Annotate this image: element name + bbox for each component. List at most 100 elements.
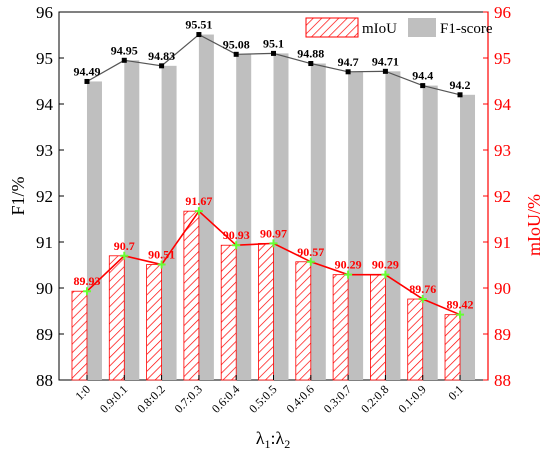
miou-bar (258, 242, 274, 381)
y-right-tick-label: 91 (494, 233, 511, 252)
miou-point (344, 270, 353, 279)
y-left-tick-label: 89 (36, 325, 53, 344)
f1-bar (273, 53, 289, 381)
miou-bar (108, 255, 125, 381)
f1-point (84, 78, 90, 84)
f1-data-label: 94.2 (450, 78, 471, 92)
x-tick-label: 0.7:0.3 (172, 382, 205, 415)
miou-point (456, 310, 465, 319)
x-tick-label: 0.6:0.4 (209, 382, 242, 415)
f1-bar (348, 71, 364, 381)
x-tick-label: 0.4:0.6 (283, 382, 316, 415)
f1-point (271, 50, 276, 56)
f1-bar (310, 63, 326, 381)
f1-point (345, 69, 351, 75)
f1-bar (236, 54, 252, 380)
x-tick-label: 0.9:0.1 (97, 382, 130, 415)
x-tick-label: 1:0 (72, 382, 93, 403)
f1-data-label: 94.95 (111, 43, 138, 57)
miou-bar (71, 290, 88, 381)
miou-data-label: 90.93 (223, 228, 250, 242)
miou-data-label: 90.7 (114, 239, 135, 253)
miou-point (82, 287, 91, 296)
f1-bar (198, 34, 214, 380)
f1-point (233, 51, 239, 57)
f1-data-label: 94.7 (338, 55, 359, 69)
miou-bar (332, 274, 349, 381)
y-axis-right-title: mIoU/% (524, 194, 544, 256)
f1-bar (86, 81, 102, 381)
f1-point (382, 68, 388, 74)
y-left-tick-label: 91 (36, 233, 53, 252)
x-tick-label: 0.1:0.9 (395, 382, 428, 415)
f1-point (121, 57, 127, 63)
miou-bar (295, 261, 312, 381)
miou-bar (407, 298, 424, 381)
miou-data-label: 90.97 (260, 226, 287, 240)
y-left-tick-label: 96 (36, 3, 53, 22)
y-right-tick-label: 90 (494, 279, 511, 298)
miou-point (194, 207, 203, 216)
y-right-tick-label: 88 (494, 371, 511, 390)
y-left-tick-label: 94 (36, 95, 54, 114)
miou-bar (183, 210, 200, 381)
f1-data-label: 94.83 (148, 49, 175, 63)
y-left-tick-label: 88 (36, 371, 53, 390)
y-right-tick-label: 95 (494, 49, 511, 68)
miou-point (306, 257, 315, 266)
x-axis-title: λ1:λ2 (256, 428, 290, 451)
miou-data-label: 90.29 (372, 258, 399, 272)
miou-point (232, 241, 241, 250)
miou-point (269, 239, 278, 248)
f1-bar (460, 94, 476, 381)
f1-point (457, 92, 463, 98)
f1-point (196, 32, 202, 38)
f1-data-label: 94.49 (73, 64, 100, 78)
f1-data-label: 94.71 (372, 54, 399, 68)
miou-data-label: 90.29 (335, 258, 362, 272)
miou-data-label: 91.67 (185, 194, 212, 208)
f1-data-label: 95.51 (185, 18, 212, 32)
miou-point (120, 251, 129, 260)
x-tick-label: 0.2:0.8 (358, 382, 391, 415)
f1-data-label: 94.4 (412, 69, 433, 83)
f1-data-label: 95.1 (263, 36, 284, 50)
f1-data-label: 94.88 (297, 47, 324, 61)
x-tick-label: 0.3:0.7 (321, 382, 354, 415)
y-right-tick-label: 96 (494, 3, 511, 22)
x-tick-label: 0.5:0.5 (246, 382, 279, 415)
miou-point (418, 295, 427, 304)
f1-point (308, 61, 314, 67)
f1-bar (385, 71, 401, 380)
miou-data-label: 89.42 (447, 298, 474, 312)
y-left-tick-label: 92 (36, 187, 53, 206)
x-tick-label: 0:1 (445, 382, 466, 403)
y-axis-left-title: F1/% (8, 176, 28, 215)
miou-bar (444, 314, 461, 381)
y-left-tick-label: 95 (36, 49, 53, 68)
miou-bar (146, 264, 162, 381)
f1-bar (422, 85, 438, 380)
f1-bar (161, 65, 177, 380)
miou-point (381, 270, 390, 279)
miou-data-label: 89.93 (73, 274, 100, 288)
f1-point (159, 63, 165, 69)
miou-bar (220, 244, 237, 381)
miou-data-label: 89.76 (409, 282, 436, 296)
miou-data-label: 90.57 (297, 245, 324, 259)
y-right-tick-label: 89 (494, 325, 511, 344)
y-left-tick-label: 93 (36, 141, 53, 160)
miou-bar (370, 274, 386, 381)
legend: mIoU F1-score (305, 17, 493, 38)
f1-point (420, 83, 426, 89)
legend-miou-label: mIoU (362, 21, 397, 37)
f1-bar (124, 60, 140, 381)
y-left-tick-label: 90 (36, 279, 53, 298)
legend-f1-label: F1-score (440, 21, 493, 37)
miou-point (157, 260, 166, 269)
x-tick-label: 0.8:0.2 (134, 382, 167, 415)
legend-miou-swatch (305, 17, 359, 38)
miou-data-label: 90.51 (148, 248, 175, 262)
f1-data-label: 95.08 (223, 37, 250, 51)
